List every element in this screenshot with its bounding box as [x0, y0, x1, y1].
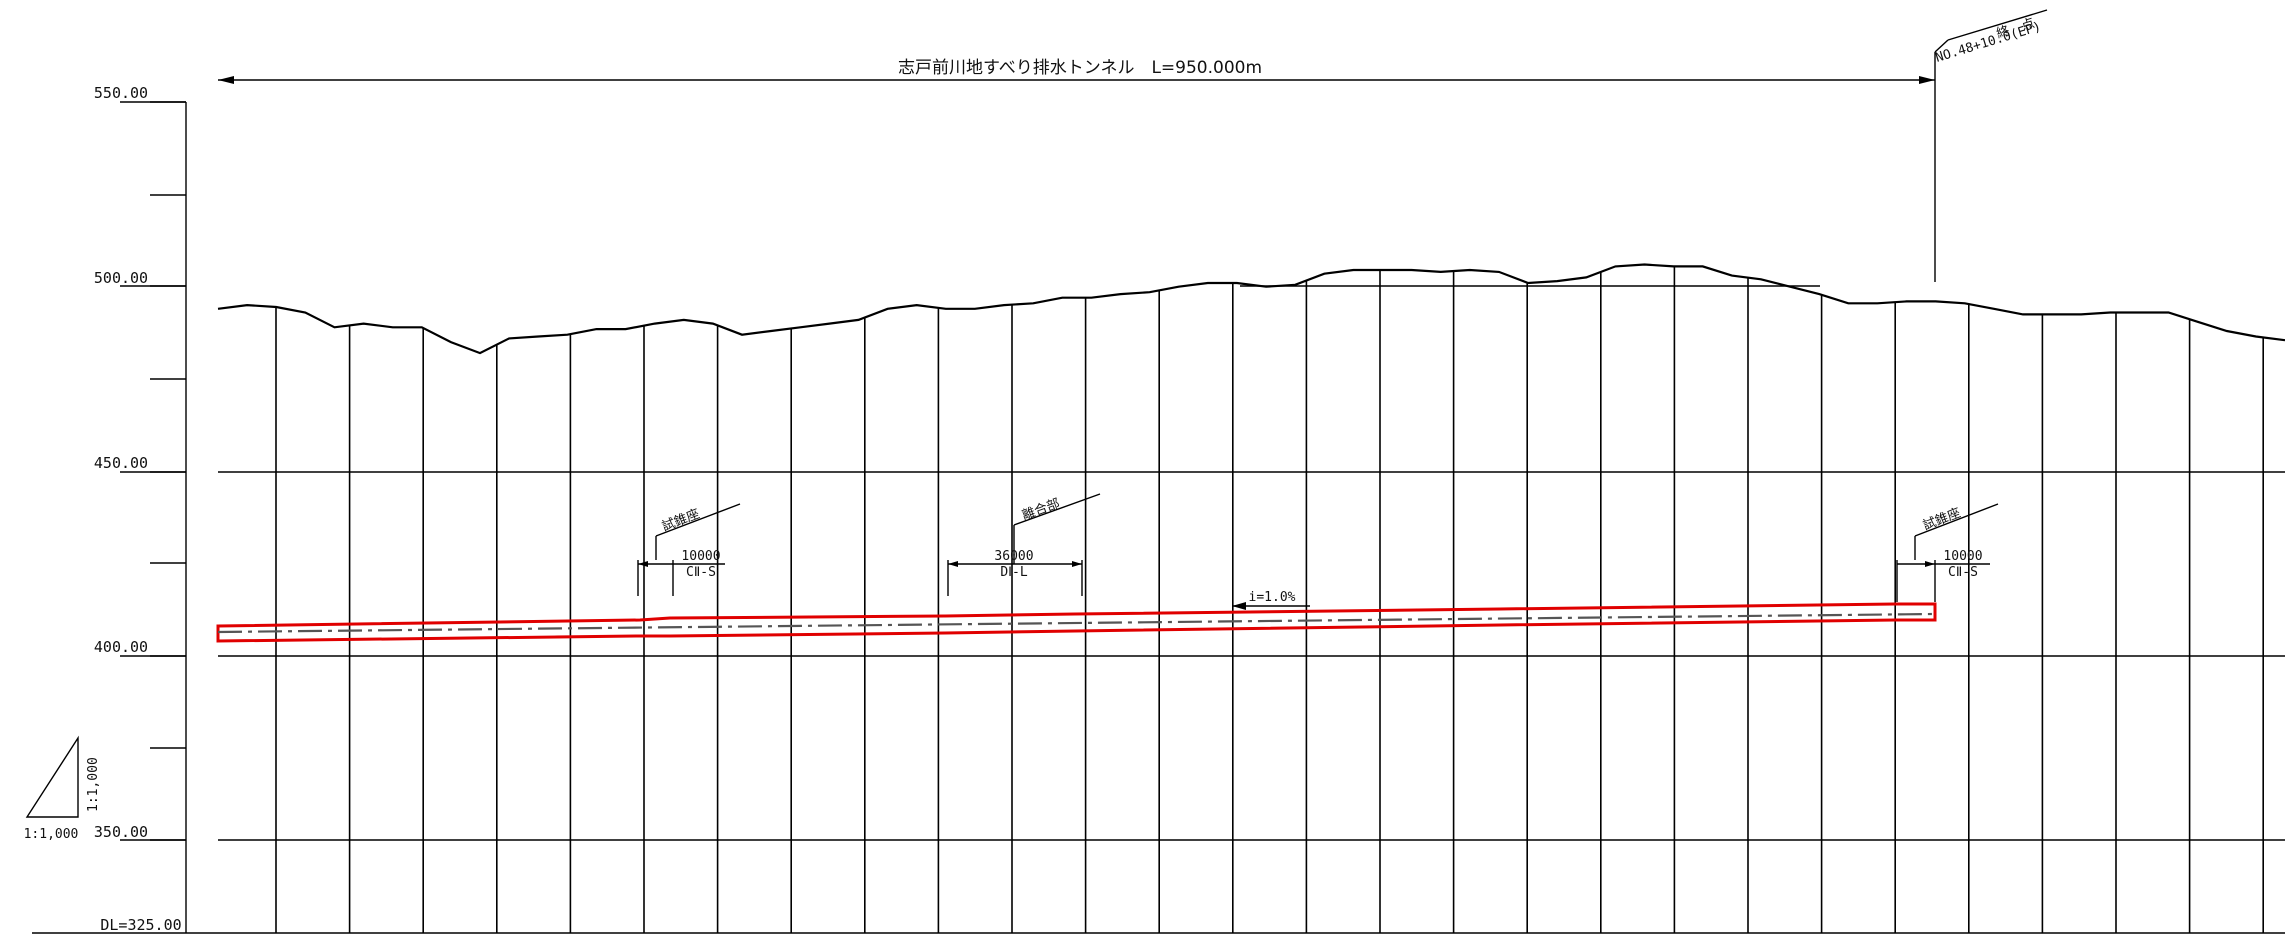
elevation-ticks — [150, 101, 186, 841]
datum-label: DL=325.00 — [100, 916, 181, 934]
elevation-label-500: 500.00 — [94, 269, 148, 287]
gradient-label: i=1.0% — [1249, 590, 1296, 605]
annotation-name-3: 試錐座 — [1921, 505, 1963, 534]
tunnel-length-dimension: 志戸前川地すべり排水トンネル L=950.000m — [218, 58, 1935, 84]
station-lines — [275, 266, 2264, 933]
annotation-test-bore-1: 試錐座 10000 CⅡ-S — [637, 503, 741, 596]
horizontal-grid — [218, 285, 2285, 841]
end-point-station: NO.48+10.0(EP) — [1934, 19, 2043, 65]
annotation-name-2: 離合部 — [1020, 496, 1062, 523]
annotation-length-3: 10000 — [1943, 549, 1982, 564]
tunnel-title: 志戸前川地すべり排水トンネル L=950.000m — [898, 58, 1262, 78]
annotation-passing-section: 離合部 36000 DⅠ-L — [947, 493, 1101, 596]
annotation-test-bore-2: 試錐座 10000 CⅡ-S — [1896, 503, 1999, 602]
ground-surface-line — [217, 263, 2285, 355]
tunnel-outline — [216, 602, 1937, 643]
vertical-scale-label: 1:1,000 — [86, 757, 101, 812]
annotation-class-2: DⅠ-L — [1000, 565, 1027, 580]
scale-triangle: 1:1,000 1:1,000 — [24, 735, 101, 842]
elevation-label-350: 350.00 — [94, 823, 148, 841]
tunnel-body — [216, 602, 1937, 643]
end-point-marker: 終 点 NO.48+10.0(EP) — [1934, 9, 2048, 282]
elevation-label-400: 400.00 — [94, 638, 148, 656]
annotation-length-2: 36000 — [994, 549, 1033, 564]
gradient-annotation: i=1.0% — [1232, 590, 1310, 610]
elevation-label-450: 450.00 — [94, 454, 148, 472]
annotation-name-1: 試錐座 — [660, 506, 702, 535]
tunnel-centerline — [217, 612, 1936, 634]
annotation-class-3: CⅡ-S — [1948, 565, 1978, 580]
horizontal-scale-label: 1:1,000 — [24, 827, 79, 842]
elevation-label-550: 550.00 — [94, 84, 148, 102]
elevation-labels: 550.00 500.00 450.00 400.00 350.00 DL=32… — [94, 84, 186, 934]
annotation-length-1: 10000 — [681, 549, 720, 564]
annotation-class-1: CⅡ-S — [686, 565, 716, 580]
